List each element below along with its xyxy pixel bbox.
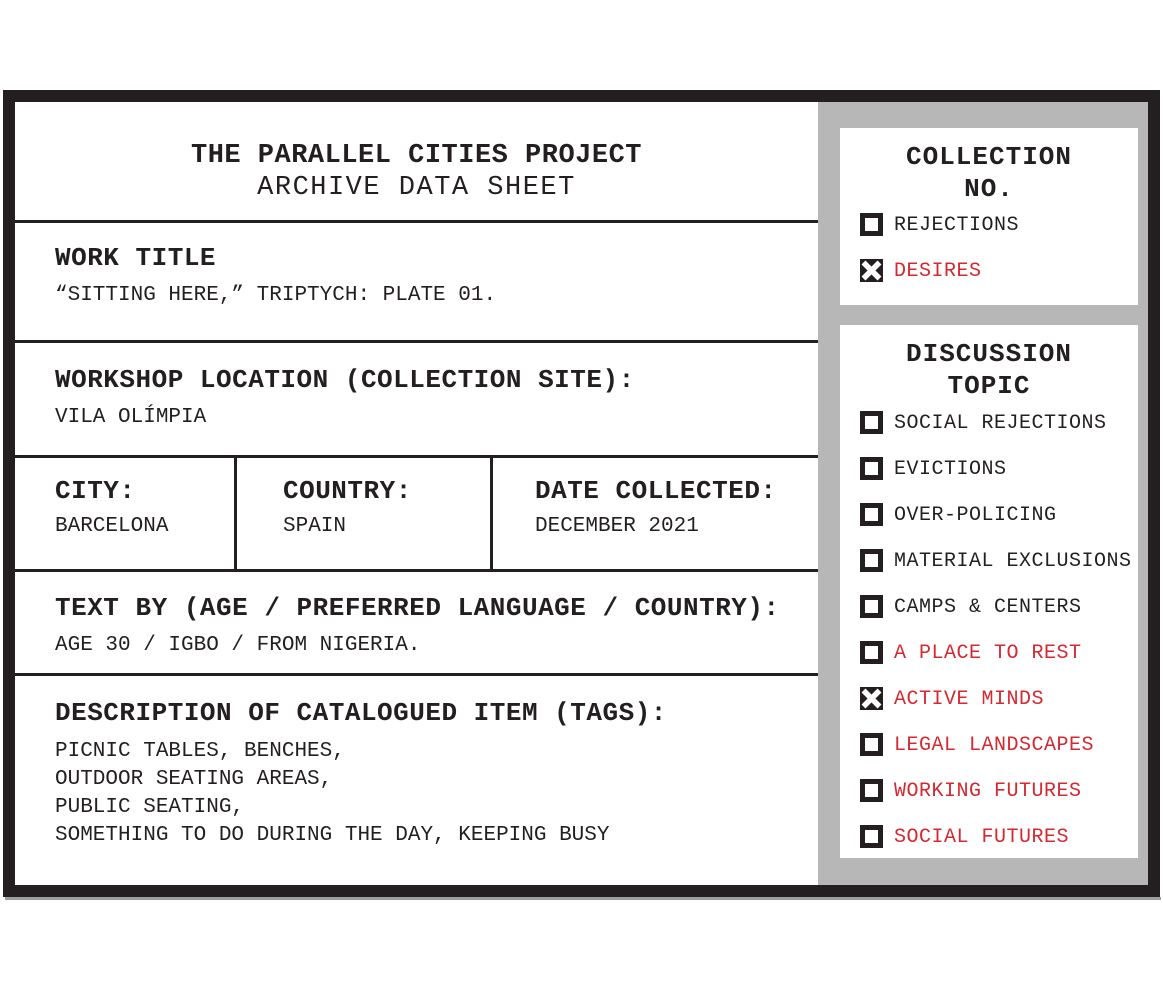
workshop-location-value: VILA OLÍMPIA xyxy=(55,406,207,429)
option-active-minds: ACTIVE MINDS xyxy=(860,687,1138,711)
description-line: PUBLIC SEATING, xyxy=(55,796,245,819)
option-label-desires: DESIRES xyxy=(894,259,982,283)
option-working-futures: WORKING FUTURES xyxy=(860,779,1138,803)
city-label: CITY: xyxy=(55,476,136,506)
workshop-location-section: WORKSHOP LOCATION (COLLECTION SITE): VIL… xyxy=(15,343,818,458)
city-cell: CITY: BARCELONA xyxy=(15,458,237,569)
option-material-exclusions: MATERIAL EXCLUSIONS xyxy=(860,549,1138,573)
x-mark-icon xyxy=(861,260,882,281)
collection-no-heading: COLLECTION NO. xyxy=(840,128,1138,205)
checkbox-evictions[interactable] xyxy=(860,457,883,480)
option-label-social-rejections: SOCIAL REJECTIONS xyxy=(894,411,1107,435)
checkbox-desires[interactable] xyxy=(860,259,883,282)
checkbox-over-policing[interactable] xyxy=(860,503,883,526)
option-camps-centers: CAMPS & CENTERS xyxy=(860,595,1138,619)
work-title-value: “SITTING HERE,” TRIPTYCH: PLATE 01. xyxy=(55,284,497,307)
country-cell: COUNTRY: SPAIN xyxy=(237,458,493,569)
text-by-label: TEXT BY (AGE / PREFERRED LANGUAGE / COUN… xyxy=(55,593,780,623)
option-label-a-place-to-rest: A PLACE TO REST xyxy=(894,641,1082,665)
option-label-evictions: EVICTIONS xyxy=(894,457,1007,481)
checkbox-a-place-to-rest[interactable] xyxy=(860,641,883,664)
discussion-heading-line2: TOPIC xyxy=(947,371,1031,401)
option-label-legal-landscapes: LEGAL LANDSCAPES xyxy=(894,733,1095,757)
option-a-place-to-rest: A PLACE TO REST xyxy=(860,641,1138,665)
option-social-rejections: SOCIAL REJECTIONS xyxy=(860,411,1138,435)
sheet-header: THE PARALLEL CITIES PROJECT ARCHIVE DATA… xyxy=(15,102,818,223)
option-legal-landscapes: LEGAL LANDSCAPES xyxy=(860,733,1138,757)
project-title: THE PARALLEL CITIES PROJECT xyxy=(191,141,642,171)
checkbox-camps-centers[interactable] xyxy=(860,595,883,618)
description-label: DESCRIPTION OF CATALOGUED ITEM (TAGS): xyxy=(55,698,667,728)
discussion-options: SOCIAL REJECTIONS EVICTIONS xyxy=(840,411,1138,849)
option-over-policing: OVER-POLICING xyxy=(860,503,1138,527)
description-line: OUTDOOR SEATING AREAS, xyxy=(55,768,333,791)
date-collected-label: DATE COLLECTED: xyxy=(535,476,777,506)
description-section: DESCRIPTION OF CATALOGUED ITEM (TAGS): P… xyxy=(15,676,818,885)
checkbox-legal-landscapes[interactable] xyxy=(860,733,883,756)
description-line: PICNIC TABLES, BENCHES, xyxy=(55,740,345,763)
option-social-futures: SOCIAL FUTURES xyxy=(860,825,1138,849)
collection-heading-line1: COLLECTION xyxy=(905,142,1073,172)
archive-sheet-frame: THE PARALLEL CITIES PROJECT ARCHIVE DATA… xyxy=(3,90,1160,897)
text-by-section: TEXT BY (AGE / PREFERRED LANGUAGE / COUN… xyxy=(15,572,818,676)
option-label-social-futures: SOCIAL FUTURES xyxy=(894,825,1070,849)
text-by-value: AGE 30 / IGBO / FROM NIGERIA. xyxy=(55,634,421,657)
checkbox-active-minds[interactable] xyxy=(860,687,883,710)
option-label-active-minds: ACTIVE MINDS xyxy=(894,687,1045,711)
checkbox-social-rejections[interactable] xyxy=(860,411,883,434)
checkbox-rejections[interactable] xyxy=(860,213,883,236)
main-panel: THE PARALLEL CITIES PROJECT ARCHIVE DATA… xyxy=(15,102,818,885)
city-country-date-row: CITY: BARCELONA COUNTRY: SPAIN DATE COLL… xyxy=(15,458,818,572)
sidebar: COLLECTION NO. REJECTIONS xyxy=(818,102,1148,885)
option-label-camps-centers: CAMPS & CENTERS xyxy=(894,595,1082,619)
work-title-label: WORK TITLE xyxy=(55,243,217,273)
collection-options: REJECTIONS DESIRES xyxy=(840,213,1138,283)
option-label-working-futures: WORKING FUTURES xyxy=(894,779,1082,803)
date-collected-value: DECEMBER 2021 xyxy=(535,515,699,538)
country-value: SPAIN xyxy=(283,515,347,538)
description-lines: PICNIC TABLES, BENCHES, OUTDOOR SEATING … xyxy=(55,738,818,850)
checkbox-social-futures[interactable] xyxy=(860,825,883,848)
x-mark-icon xyxy=(861,688,882,709)
option-desires: DESIRES xyxy=(860,259,1138,283)
work-title-section: WORK TITLE “SITTING HERE,” TRIPTYCH: PLA… xyxy=(15,223,818,343)
country-label: COUNTRY: xyxy=(283,476,412,506)
checkbox-material-exclusions[interactable] xyxy=(860,549,883,572)
option-label-rejections: REJECTIONS xyxy=(894,213,1020,237)
sheet-drop-shadow xyxy=(5,897,1161,900)
date-collected-cell: DATE COLLECTED: DECEMBER 2021 xyxy=(493,458,818,569)
collection-heading-line2: NO. xyxy=(964,174,1014,204)
checkbox-working-futures[interactable] xyxy=(860,779,883,802)
option-rejections: REJECTIONS xyxy=(860,213,1138,237)
workshop-location-label: WORKSHOP LOCATION (COLLECTION SITE): xyxy=(55,365,635,395)
description-line: SOMETHING TO DO DURING THE DAY, KEEPING … xyxy=(55,824,610,847)
discussion-heading-line1: DISCUSSION xyxy=(905,339,1073,369)
option-evictions: EVICTIONS xyxy=(860,457,1138,481)
discussion-topic-heading: DISCUSSION TOPIC xyxy=(840,325,1138,402)
collection-no-box: COLLECTION NO. REJECTIONS xyxy=(840,128,1138,305)
sheet-subtitle: ARCHIVE DATA SHEET xyxy=(257,173,576,203)
city-value: BARCELONA xyxy=(55,515,169,538)
option-label-over-policing: OVER-POLICING xyxy=(894,503,1057,527)
discussion-topic-box: DISCUSSION TOPIC SOCIAL REJECTIONS xyxy=(840,325,1138,858)
option-label-material-exclusions: MATERIAL EXCLUSIONS xyxy=(894,549,1132,573)
